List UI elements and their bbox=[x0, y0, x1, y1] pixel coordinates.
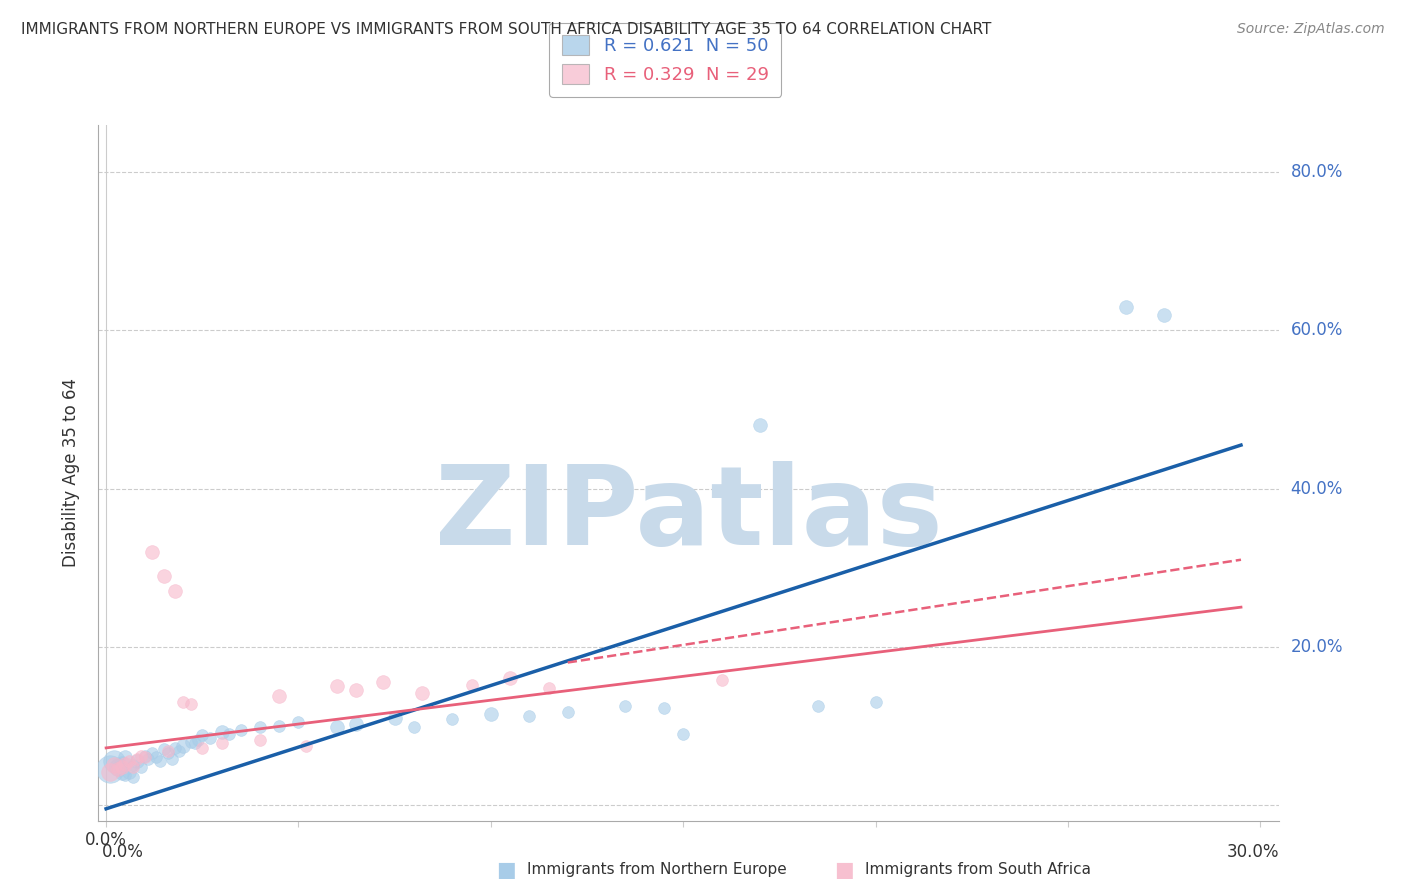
Point bbox=[249, 720, 271, 734]
Point bbox=[172, 695, 194, 709]
Text: 80.0%: 80.0% bbox=[1291, 163, 1343, 181]
Text: Immigrants from Northern Europe: Immigrants from Northern Europe bbox=[527, 863, 787, 877]
Point bbox=[165, 584, 187, 599]
Point bbox=[160, 752, 183, 766]
Point bbox=[211, 736, 233, 750]
Point bbox=[614, 698, 637, 713]
Point bbox=[156, 744, 179, 758]
Point bbox=[167, 744, 190, 758]
Text: 60.0%: 60.0% bbox=[1291, 321, 1343, 340]
Point bbox=[134, 750, 156, 764]
Point bbox=[191, 728, 214, 742]
Point bbox=[110, 766, 132, 780]
Point bbox=[479, 706, 502, 721]
Point bbox=[103, 755, 125, 769]
Text: 20.0%: 20.0% bbox=[1291, 638, 1343, 656]
Text: ■: ■ bbox=[834, 860, 853, 880]
Text: Source: ZipAtlas.com: Source: ZipAtlas.com bbox=[1237, 22, 1385, 37]
Point bbox=[384, 711, 406, 725]
Point bbox=[125, 752, 148, 766]
Point bbox=[269, 719, 291, 733]
Point bbox=[249, 733, 271, 747]
Point bbox=[141, 545, 163, 559]
Point bbox=[326, 679, 349, 693]
Point bbox=[652, 701, 675, 715]
Point bbox=[191, 740, 214, 755]
Point bbox=[344, 683, 367, 698]
Point bbox=[499, 671, 522, 685]
Text: IMMIGRANTS FROM NORTHERN EUROPE VS IMMIGRANTS FROM SOUTH AFRICA DISABILITY AGE 3: IMMIGRANTS FROM NORTHERN EUROPE VS IMMIG… bbox=[21, 22, 991, 37]
Point bbox=[98, 764, 121, 779]
Legend: R = 0.621  N = 50, R = 0.329  N = 29: R = 0.621 N = 50, R = 0.329 N = 29 bbox=[550, 22, 782, 96]
Point bbox=[129, 760, 152, 774]
Point bbox=[103, 758, 125, 772]
Point bbox=[344, 717, 367, 731]
Point bbox=[402, 720, 425, 734]
Point bbox=[557, 705, 579, 719]
Text: ZIPatlas: ZIPatlas bbox=[434, 461, 943, 568]
Point bbox=[211, 725, 233, 739]
Point bbox=[749, 418, 772, 433]
Point bbox=[107, 760, 129, 774]
Point bbox=[107, 762, 129, 776]
Point bbox=[118, 764, 141, 779]
Text: 0.0%: 0.0% bbox=[103, 843, 145, 861]
Point bbox=[187, 733, 209, 747]
Point bbox=[441, 713, 464, 727]
Point bbox=[287, 714, 309, 729]
Point bbox=[1153, 308, 1175, 322]
Point bbox=[153, 742, 176, 756]
Point bbox=[98, 762, 121, 776]
Point bbox=[371, 675, 394, 690]
Point bbox=[295, 739, 318, 753]
Point bbox=[1115, 300, 1137, 314]
Point bbox=[110, 756, 132, 771]
Text: Immigrants from South Africa: Immigrants from South Africa bbox=[865, 863, 1091, 877]
Point bbox=[122, 770, 145, 784]
Point bbox=[517, 709, 540, 723]
Point bbox=[110, 760, 132, 774]
Point bbox=[165, 740, 187, 755]
Point bbox=[138, 752, 160, 766]
Point bbox=[218, 726, 240, 740]
Point bbox=[269, 689, 291, 703]
Point bbox=[129, 748, 152, 763]
Point bbox=[672, 726, 695, 740]
Point bbox=[865, 695, 887, 709]
Text: 30.0%: 30.0% bbox=[1227, 843, 1279, 861]
Point bbox=[156, 747, 179, 761]
Point bbox=[122, 760, 145, 774]
Text: 40.0%: 40.0% bbox=[1291, 480, 1343, 498]
Point bbox=[114, 768, 136, 782]
Point bbox=[710, 673, 733, 687]
Text: ■: ■ bbox=[496, 860, 516, 880]
Point bbox=[807, 698, 830, 713]
Point bbox=[183, 736, 205, 750]
Point bbox=[411, 685, 433, 699]
Point bbox=[180, 734, 202, 748]
Point bbox=[460, 678, 482, 692]
Point bbox=[114, 750, 136, 764]
Point bbox=[125, 755, 148, 769]
Point bbox=[229, 723, 252, 737]
Point bbox=[145, 750, 167, 764]
Point bbox=[149, 755, 172, 769]
Point bbox=[134, 748, 156, 763]
Point bbox=[326, 720, 349, 734]
Point bbox=[122, 758, 145, 772]
Y-axis label: Disability Age 35 to 64: Disability Age 35 to 64 bbox=[62, 378, 80, 567]
Point bbox=[141, 747, 163, 761]
Point bbox=[198, 731, 221, 745]
Point bbox=[180, 697, 202, 711]
Point bbox=[118, 755, 141, 769]
Point bbox=[114, 756, 136, 771]
Point bbox=[172, 739, 194, 753]
Point bbox=[537, 681, 560, 695]
Point bbox=[153, 568, 176, 582]
